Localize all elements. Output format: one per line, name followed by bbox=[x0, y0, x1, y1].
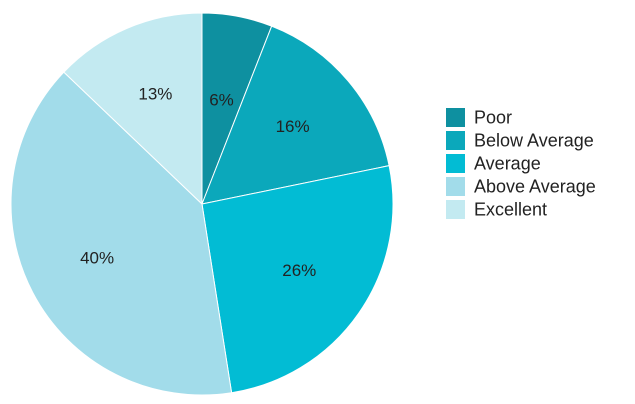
legend-swatch-excellent bbox=[446, 200, 465, 219]
pie-slice-labels: 6% 16% 26% 40% 13% bbox=[80, 85, 316, 280]
slice-label-above-average: 40% bbox=[80, 248, 114, 267]
legend-item-poor: Poor bbox=[446, 107, 512, 127]
pie-slice-above-average bbox=[10, 71, 233, 396]
slice-label-excellent: 13% bbox=[138, 85, 172, 104]
pie-slice-average bbox=[201, 165, 394, 394]
legend-label-above-average: Above Average bbox=[474, 176, 596, 196]
legend-item-above-average: Above Average bbox=[446, 176, 596, 196]
legend-label-below-average: Below Average bbox=[474, 130, 594, 150]
legend-item-excellent: Excellent bbox=[446, 199, 547, 219]
legend-item-below-average: Below Average bbox=[446, 130, 594, 150]
legend-swatch-poor bbox=[446, 108, 465, 127]
legend-label-excellent: Excellent bbox=[474, 199, 547, 219]
legend-label-average: Average bbox=[474, 153, 541, 173]
legend-label-poor: Poor bbox=[474, 107, 512, 127]
pie-slice-excellent bbox=[63, 12, 203, 206]
pie-slices bbox=[10, 12, 394, 396]
legend-swatch-above-average bbox=[446, 177, 465, 196]
slice-label-average: 26% bbox=[282, 261, 316, 280]
slice-label-poor: 6% bbox=[209, 90, 234, 109]
slice-label-below-average: 16% bbox=[276, 117, 310, 136]
legend-swatch-below-average bbox=[446, 131, 465, 150]
pie-slice-below-average bbox=[201, 25, 390, 205]
legend: Poor Below Average Average Above Average Exc… bbox=[446, 107, 596, 219]
legend-swatch-average bbox=[446, 154, 465, 173]
legend-item-average: Average bbox=[446, 153, 541, 173]
